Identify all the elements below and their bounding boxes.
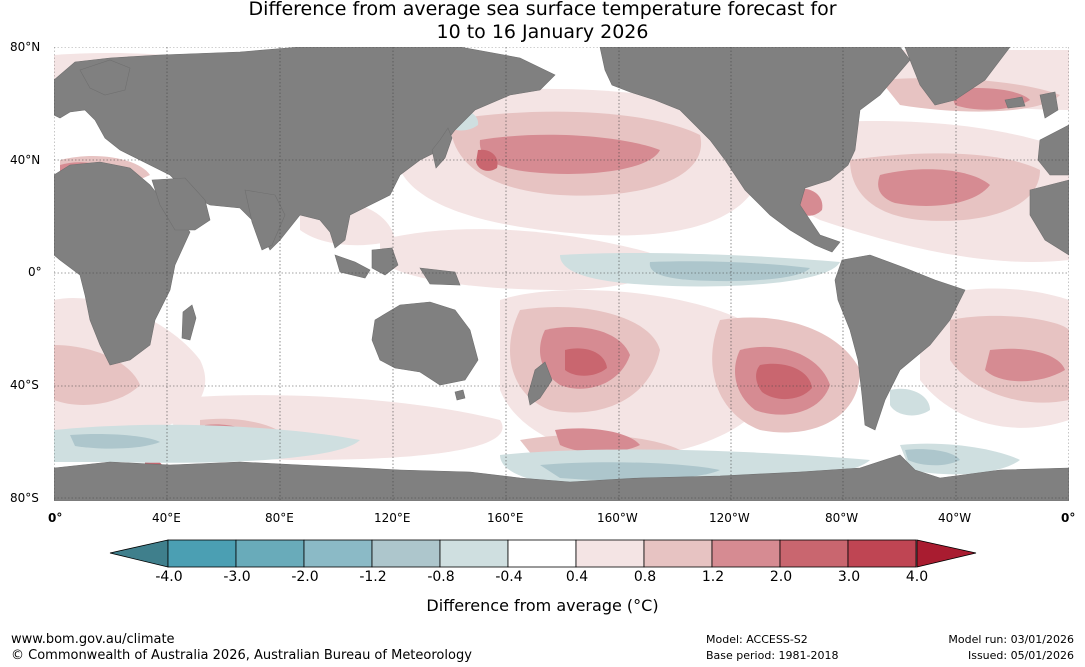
north-america [599, 47, 911, 253]
colorbar-segment [643, 539, 713, 568]
lat-label-0: 0° [28, 265, 42, 279]
lat-label-80s: 80°S [10, 491, 39, 505]
colorbar-segment [507, 539, 577, 568]
lon-label-160w: 160°W [597, 511, 638, 525]
lon-label-0-left: 0° [48, 511, 63, 525]
colorbar-tick: 1.2 [701, 569, 725, 585]
africa [54, 161, 191, 366]
iceland [1004, 96, 1026, 109]
antarctica [54, 454, 1069, 501]
footer-base-period: Base period: 1981-2018 [706, 649, 839, 662]
japan [431, 127, 453, 169]
land-masses [54, 47, 1069, 501]
footer-model-run: Model run: 03/01/2026 [948, 633, 1074, 646]
title-line-2: 10 to 16 January 2026 [436, 21, 649, 43]
colorbar-tick: -1.2 [359, 569, 387, 585]
colorbar-low-arrow [109, 539, 169, 568]
colorbar-segment [303, 539, 373, 568]
indonesia [334, 254, 371, 279]
colorbar-high-arrow [916, 539, 977, 568]
colorbar-tick: 2.0 [769, 569, 793, 585]
lon-label-80w: 80°W [825, 511, 859, 525]
colorbar-segment [235, 539, 305, 568]
title-line-1: Difference from average sea surface temp… [248, 0, 837, 20]
map-title: Difference from average sea surface temp… [0, 0, 1085, 44]
new-zealand [527, 361, 553, 406]
colorbar-tick: -3.0 [223, 569, 251, 585]
footer-copyright: © Commonwealth of Australia 2026, Austra… [11, 648, 472, 663]
colorbar-segment [439, 539, 509, 568]
footer-url[interactable]: www.bom.gov.au/climate [11, 632, 175, 647]
madagascar [181, 304, 197, 341]
colorbar-tick: -0.4 [495, 569, 523, 585]
lat-label-40n: 40°N [10, 153, 41, 167]
arabia [151, 177, 211, 231]
lon-label-40e: 40°E [152, 511, 181, 525]
colorbar [109, 539, 977, 568]
colorbar-segment [779, 539, 849, 568]
lon-label-120w: 120°W [709, 511, 750, 525]
lon-label-40w: 40°W [938, 511, 972, 525]
new-guinea [419, 267, 461, 286]
colorbar-segment [847, 539, 917, 568]
colorbar-segment [371, 539, 441, 568]
colorbar-tick: 0.8 [633, 569, 657, 585]
colorbar-segment [167, 539, 237, 568]
lon-label-0-right: 0° [1061, 511, 1076, 525]
colorbar-segment [575, 539, 645, 568]
lat-label-80n: 80°N [10, 40, 41, 54]
footer-issued: Issued: 05/01/2026 [967, 649, 1074, 662]
colorbar-tick: -0.8 [427, 569, 455, 585]
graticule [54, 47, 1069, 501]
anomaly-medium-cool [70, 261, 960, 481]
colorbar-tick: -2.0 [291, 569, 319, 585]
west-africa [1029, 179, 1069, 256]
lon-label-120e: 120°E [374, 511, 411, 525]
lat-label-40s: 40°S [10, 378, 39, 392]
colorbar-tick: -4.0 [155, 569, 183, 585]
borneo [371, 247, 399, 276]
australia [371, 301, 479, 386]
colorbar-tick: 3.0 [837, 569, 861, 585]
colorbar-segments [167, 539, 917, 568]
tasmania [454, 389, 466, 401]
scandinavia [79, 59, 131, 96]
west-europe [1037, 124, 1069, 176]
lon-label-80e: 80°E [265, 511, 294, 525]
colorbar-tick: 4.0 [905, 569, 929, 585]
colorbar-segment [711, 539, 781, 568]
eurasia [54, 47, 556, 251]
greenland [904, 47, 1011, 106]
lon-label-160e: 160°E [487, 511, 524, 525]
footer-model: Model: ACCESS-S2 [706, 633, 808, 646]
colorbar-tick: 0.4 [565, 569, 589, 585]
colorbar-label: Difference from average (°C) [426, 596, 659, 615]
india [244, 189, 286, 251]
uk [1039, 91, 1059, 119]
